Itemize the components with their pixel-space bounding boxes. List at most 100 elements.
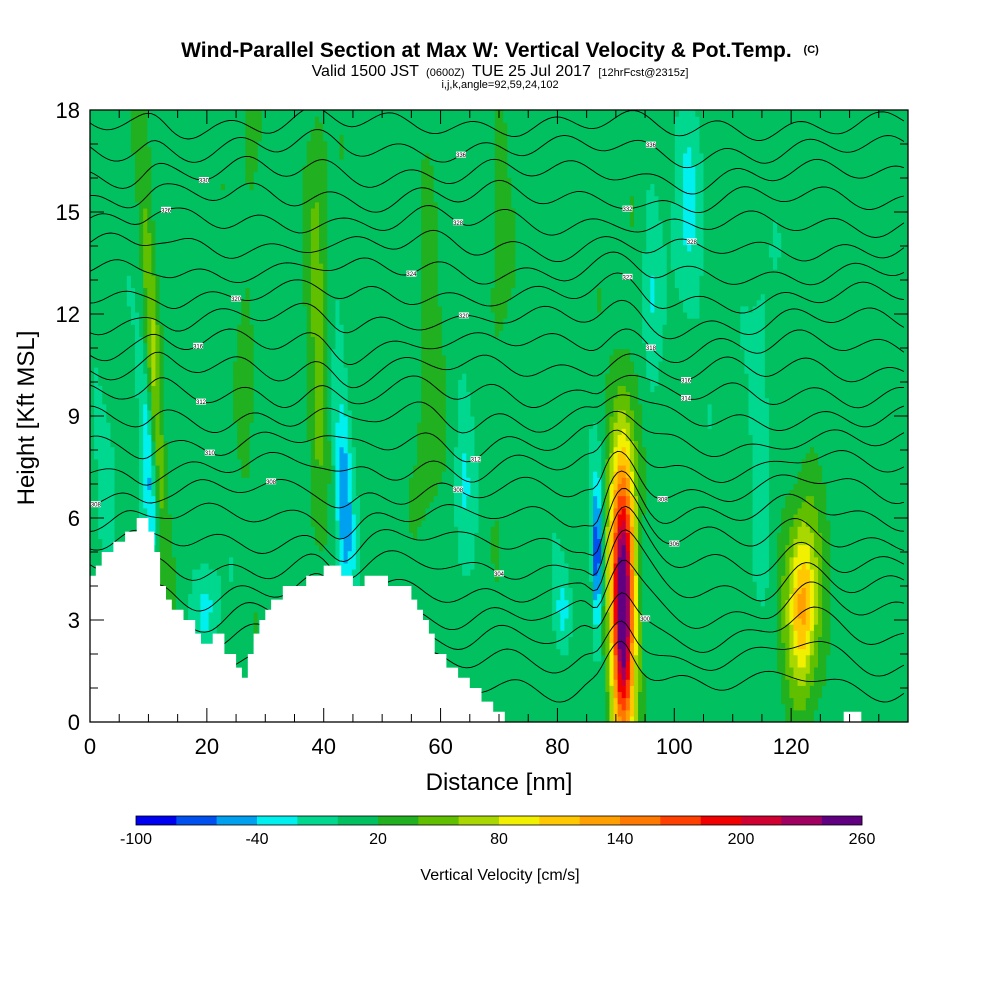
velocity-cell: [147, 220, 157, 227]
velocity-cell: [421, 238, 439, 246]
velocity-cell: [801, 520, 807, 527]
velocity-cell: [654, 299, 668, 307]
velocity-cell: [642, 569, 754, 576]
velocity-cell: [200, 611, 210, 619]
velocity-cell: [151, 336, 157, 344]
x-axis: 0 20 40 60 80 100 120: [84, 110, 909, 759]
velocity-cell: [764, 354, 908, 362]
velocity-cell: [155, 244, 304, 252]
velocity-cell: [314, 434, 324, 442]
velocity-cell: [764, 348, 908, 356]
velocity-cell: [593, 575, 602, 582]
velocity-cell: [249, 428, 308, 435]
velocity-cell: [220, 587, 341, 595]
velocity-cell: [642, 617, 778, 625]
velocity-cell: [302, 183, 328, 191]
velocity-cell: [507, 305, 598, 313]
velocity-cell: [797, 642, 807, 650]
velocity-cell: [323, 409, 328, 417]
velocity-cell: [167, 471, 242, 478]
velocity-cell: [339, 477, 349, 484]
velocity-cell: [335, 483, 341, 491]
velocity-cell: [695, 110, 908, 117]
velocity-cell: [445, 360, 611, 368]
velocity-cell: [143, 403, 148, 411]
velocity-cell: [327, 538, 336, 546]
velocity-cell: [147, 207, 152, 215]
velocity-cell: [421, 287, 439, 295]
velocity-cell: [159, 569, 177, 576]
velocity-cell: [90, 189, 136, 197]
velocity-cell: [110, 434, 140, 442]
velocity-cell: [642, 263, 668, 270]
velocity-cell: [633, 520, 639, 527]
velocity-cell: [830, 538, 908, 546]
velocity-cell: [147, 409, 152, 417]
velocity-cell: [147, 422, 152, 429]
velocity-cell: [163, 330, 238, 338]
velocity-cell: [650, 293, 656, 301]
velocity-cell: [478, 464, 590, 472]
velocity-cell: [155, 532, 161, 539]
velocity-cell: [171, 520, 312, 527]
velocity-cell: [642, 648, 778, 656]
velocity-cell: [339, 471, 349, 478]
velocity-cell: [302, 207, 312, 215]
velocity-cell: [633, 624, 639, 631]
velocity-cell: [609, 562, 615, 570]
velocity-cell: [474, 550, 492, 558]
velocity-cell: [151, 471, 157, 478]
velocity-cell: [752, 569, 770, 576]
velocity-cell: [351, 483, 357, 491]
velocity-cell: [249, 422, 308, 429]
velocity-cell: [155, 422, 161, 429]
velocity-cell: [355, 544, 361, 552]
velocity-cell: [323, 311, 328, 319]
velocity-cell: [355, 452, 418, 460]
velocity-cell: [678, 293, 701, 301]
velocity-cell: [306, 348, 316, 356]
velocity-cell: [462, 495, 467, 503]
velocity-cell: [633, 201, 647, 209]
velocity-cell: [609, 654, 615, 662]
velocity-cell: [703, 165, 908, 172]
velocity-cell: [617, 630, 627, 637]
velocity-cell: [323, 354, 328, 362]
velocity-cell: [355, 464, 414, 472]
contour-label-text: 332: [622, 207, 633, 213]
velocity-cell: [163, 348, 238, 356]
contour-label-text: 308: [453, 488, 464, 494]
velocity-cell: [601, 642, 606, 650]
velocity-cell: [601, 299, 643, 307]
velocity-cell: [433, 189, 496, 197]
velocity-cell: [339, 483, 349, 491]
velocity-cell: [310, 483, 328, 491]
contour-label: 316: [193, 342, 204, 350]
velocity-cell: [777, 660, 786, 668]
velocity-cell: [327, 434, 332, 442]
velocity-cell: [257, 158, 308, 166]
velocity-cell: [466, 501, 480, 509]
velocity-cell: [327, 513, 336, 521]
velocity-cell: [588, 520, 594, 527]
velocity-cell: [601, 464, 606, 472]
velocity-cell: [748, 385, 766, 393]
velocity-cell: [302, 195, 328, 203]
velocity-cell: [163, 409, 234, 417]
velocity-cell: [629, 354, 647, 362]
velocity-cell: [421, 416, 447, 423]
velocity-cell: [470, 397, 606, 405]
velocity-cell: [773, 238, 782, 246]
velocity-cell: [130, 305, 136, 313]
velocity-cell: [323, 379, 328, 386]
velocity-cell: [813, 679, 827, 686]
velocity-cell: [327, 165, 422, 172]
velocity-cell: [617, 679, 623, 686]
velocity-cell: [809, 599, 815, 607]
velocity-cell: [830, 611, 908, 619]
velocity-cell: [343, 556, 349, 564]
velocity-cell: [347, 397, 422, 405]
velocity-cell: [793, 593, 799, 601]
velocity-cell: [621, 660, 627, 668]
velocity-cell: [499, 575, 553, 582]
